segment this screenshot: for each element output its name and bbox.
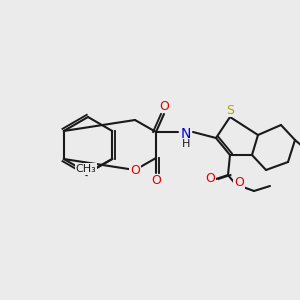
Text: S: S <box>226 103 234 116</box>
Text: CH₃: CH₃ <box>76 164 97 174</box>
Text: O: O <box>159 100 169 112</box>
Text: O: O <box>151 175 161 188</box>
Text: O: O <box>130 164 140 176</box>
Text: H: H <box>182 139 190 149</box>
Text: O: O <box>205 172 215 185</box>
Text: O: O <box>234 176 244 188</box>
Text: N: N <box>181 127 191 141</box>
